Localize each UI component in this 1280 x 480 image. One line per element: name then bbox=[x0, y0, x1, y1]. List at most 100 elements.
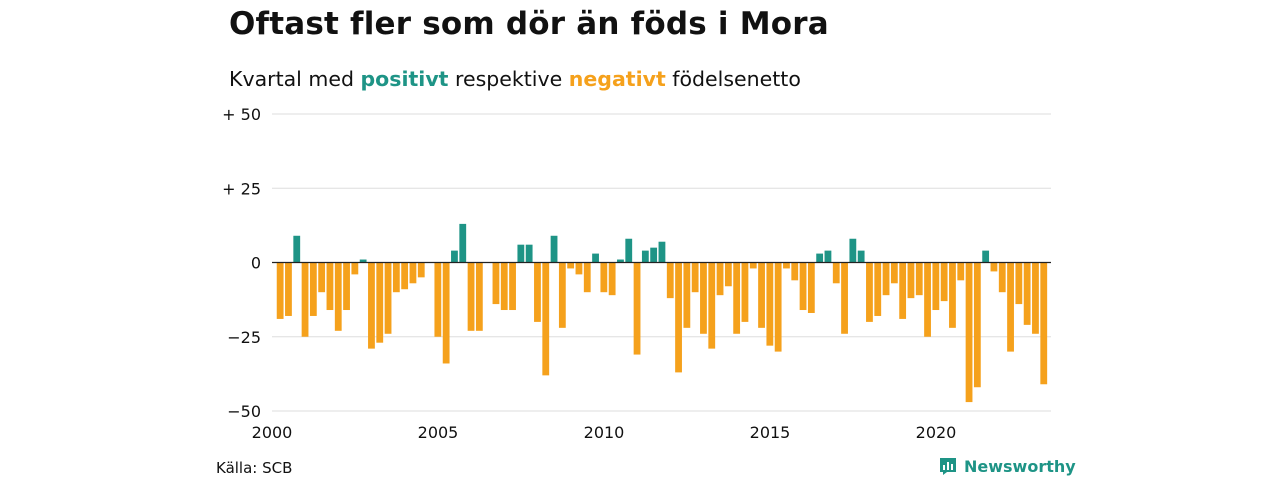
bar bbox=[965, 262, 973, 403]
x-tick-label: 2000 bbox=[252, 423, 293, 442]
bar bbox=[683, 262, 691, 328]
bar bbox=[866, 262, 873, 322]
bar bbox=[451, 250, 458, 263]
bar bbox=[285, 262, 292, 316]
bar bbox=[534, 262, 541, 322]
bar bbox=[957, 262, 965, 281]
bar bbox=[724, 262, 732, 287]
bar bbox=[509, 262, 516, 311]
source-note: Källa: SCB bbox=[216, 459, 293, 477]
newsworthy-logo-icon bbox=[940, 458, 956, 475]
bar bbox=[318, 262, 326, 293]
bar bbox=[741, 262, 749, 322]
y-tick-label: −25 bbox=[227, 328, 261, 347]
bar bbox=[633, 262, 641, 355]
bar bbox=[575, 262, 583, 275]
bar bbox=[650, 247, 658, 263]
brand: Newsworthy bbox=[938, 456, 1076, 476]
y-axis-ticks: + 50 + 25 0 −25 −50 bbox=[222, 105, 261, 421]
bar bbox=[309, 262, 317, 316]
bar bbox=[874, 262, 882, 316]
x-axis-ticks: 2000 2005 2010 2015 2020 bbox=[252, 423, 957, 442]
grid-lines bbox=[272, 113, 1051, 412]
subtitle-positive: positivt bbox=[360, 67, 449, 91]
bar bbox=[392, 262, 400, 293]
bar-chart: + 50 + 25 0 −25 −50 2000 2005 2010 2015 2020 bbox=[222, 105, 1051, 442]
bar bbox=[758, 262, 765, 328]
bar bbox=[617, 259, 624, 263]
chart-title: Oftast fler som dör än föds i Mora bbox=[229, 6, 829, 42]
bar bbox=[890, 262, 898, 284]
bar bbox=[542, 262, 550, 376]
bar bbox=[700, 262, 707, 334]
bar bbox=[857, 250, 865, 263]
bar bbox=[326, 262, 334, 311]
bar bbox=[359, 259, 367, 263]
bar bbox=[608, 262, 616, 296]
bar bbox=[475, 262, 483, 331]
bar bbox=[293, 235, 301, 263]
bar bbox=[766, 262, 774, 346]
bar bbox=[567, 262, 575, 269]
bar bbox=[774, 262, 782, 352]
y-tick-label: 0 bbox=[251, 254, 261, 273]
bar bbox=[368, 262, 375, 349]
bar bbox=[932, 262, 940, 311]
bar bbox=[675, 262, 682, 373]
bar bbox=[940, 262, 948, 302]
chart-subtitle: Kvartal med positivt respektive negativt… bbox=[229, 67, 801, 91]
bar bbox=[442, 262, 450, 364]
bar bbox=[583, 262, 591, 293]
subtitle-negative: negativt bbox=[568, 67, 666, 91]
bar bbox=[459, 223, 467, 263]
bar bbox=[1032, 262, 1039, 334]
bar bbox=[1007, 262, 1014, 352]
bar bbox=[691, 262, 699, 293]
bar bbox=[924, 262, 931, 337]
bar bbox=[708, 262, 716, 349]
bar bbox=[467, 262, 475, 331]
bar bbox=[749, 262, 757, 269]
bar bbox=[973, 262, 981, 388]
bar bbox=[832, 262, 840, 284]
bar bbox=[641, 250, 649, 263]
bar bbox=[816, 253, 824, 263]
bar bbox=[492, 262, 500, 305]
bar bbox=[376, 262, 384, 343]
bar bbox=[384, 262, 392, 334]
bar bbox=[716, 262, 724, 296]
bar bbox=[799, 262, 807, 311]
bar bbox=[409, 262, 417, 284]
bar bbox=[658, 241, 666, 263]
bar bbox=[600, 262, 608, 293]
bar bbox=[525, 244, 533, 263]
y-tick-label: + 25 bbox=[222, 179, 261, 198]
bar bbox=[401, 262, 409, 290]
y-tick-label: + 50 bbox=[222, 105, 261, 124]
bar bbox=[417, 262, 425, 278]
bar bbox=[783, 262, 790, 269]
bar bbox=[434, 262, 442, 337]
bar bbox=[500, 262, 508, 311]
bar bbox=[1015, 262, 1023, 305]
bar bbox=[841, 262, 848, 334]
bar bbox=[343, 262, 350, 311]
bar bbox=[666, 262, 674, 299]
bar bbox=[807, 262, 815, 313]
bar bbox=[882, 262, 890, 296]
bar bbox=[998, 262, 1006, 293]
bar bbox=[915, 262, 923, 296]
bar bbox=[982, 250, 990, 263]
bar bbox=[990, 262, 998, 272]
bars bbox=[276, 223, 1048, 403]
bar bbox=[301, 262, 309, 337]
brand-name: Newsworthy bbox=[964, 456, 1076, 476]
bar bbox=[550, 235, 558, 263]
bar bbox=[592, 253, 599, 263]
bar bbox=[733, 262, 741, 334]
bar bbox=[849, 238, 857, 263]
bar bbox=[949, 262, 956, 328]
y-tick-label: −50 bbox=[227, 402, 261, 421]
bar bbox=[791, 262, 799, 281]
bar bbox=[907, 262, 915, 299]
